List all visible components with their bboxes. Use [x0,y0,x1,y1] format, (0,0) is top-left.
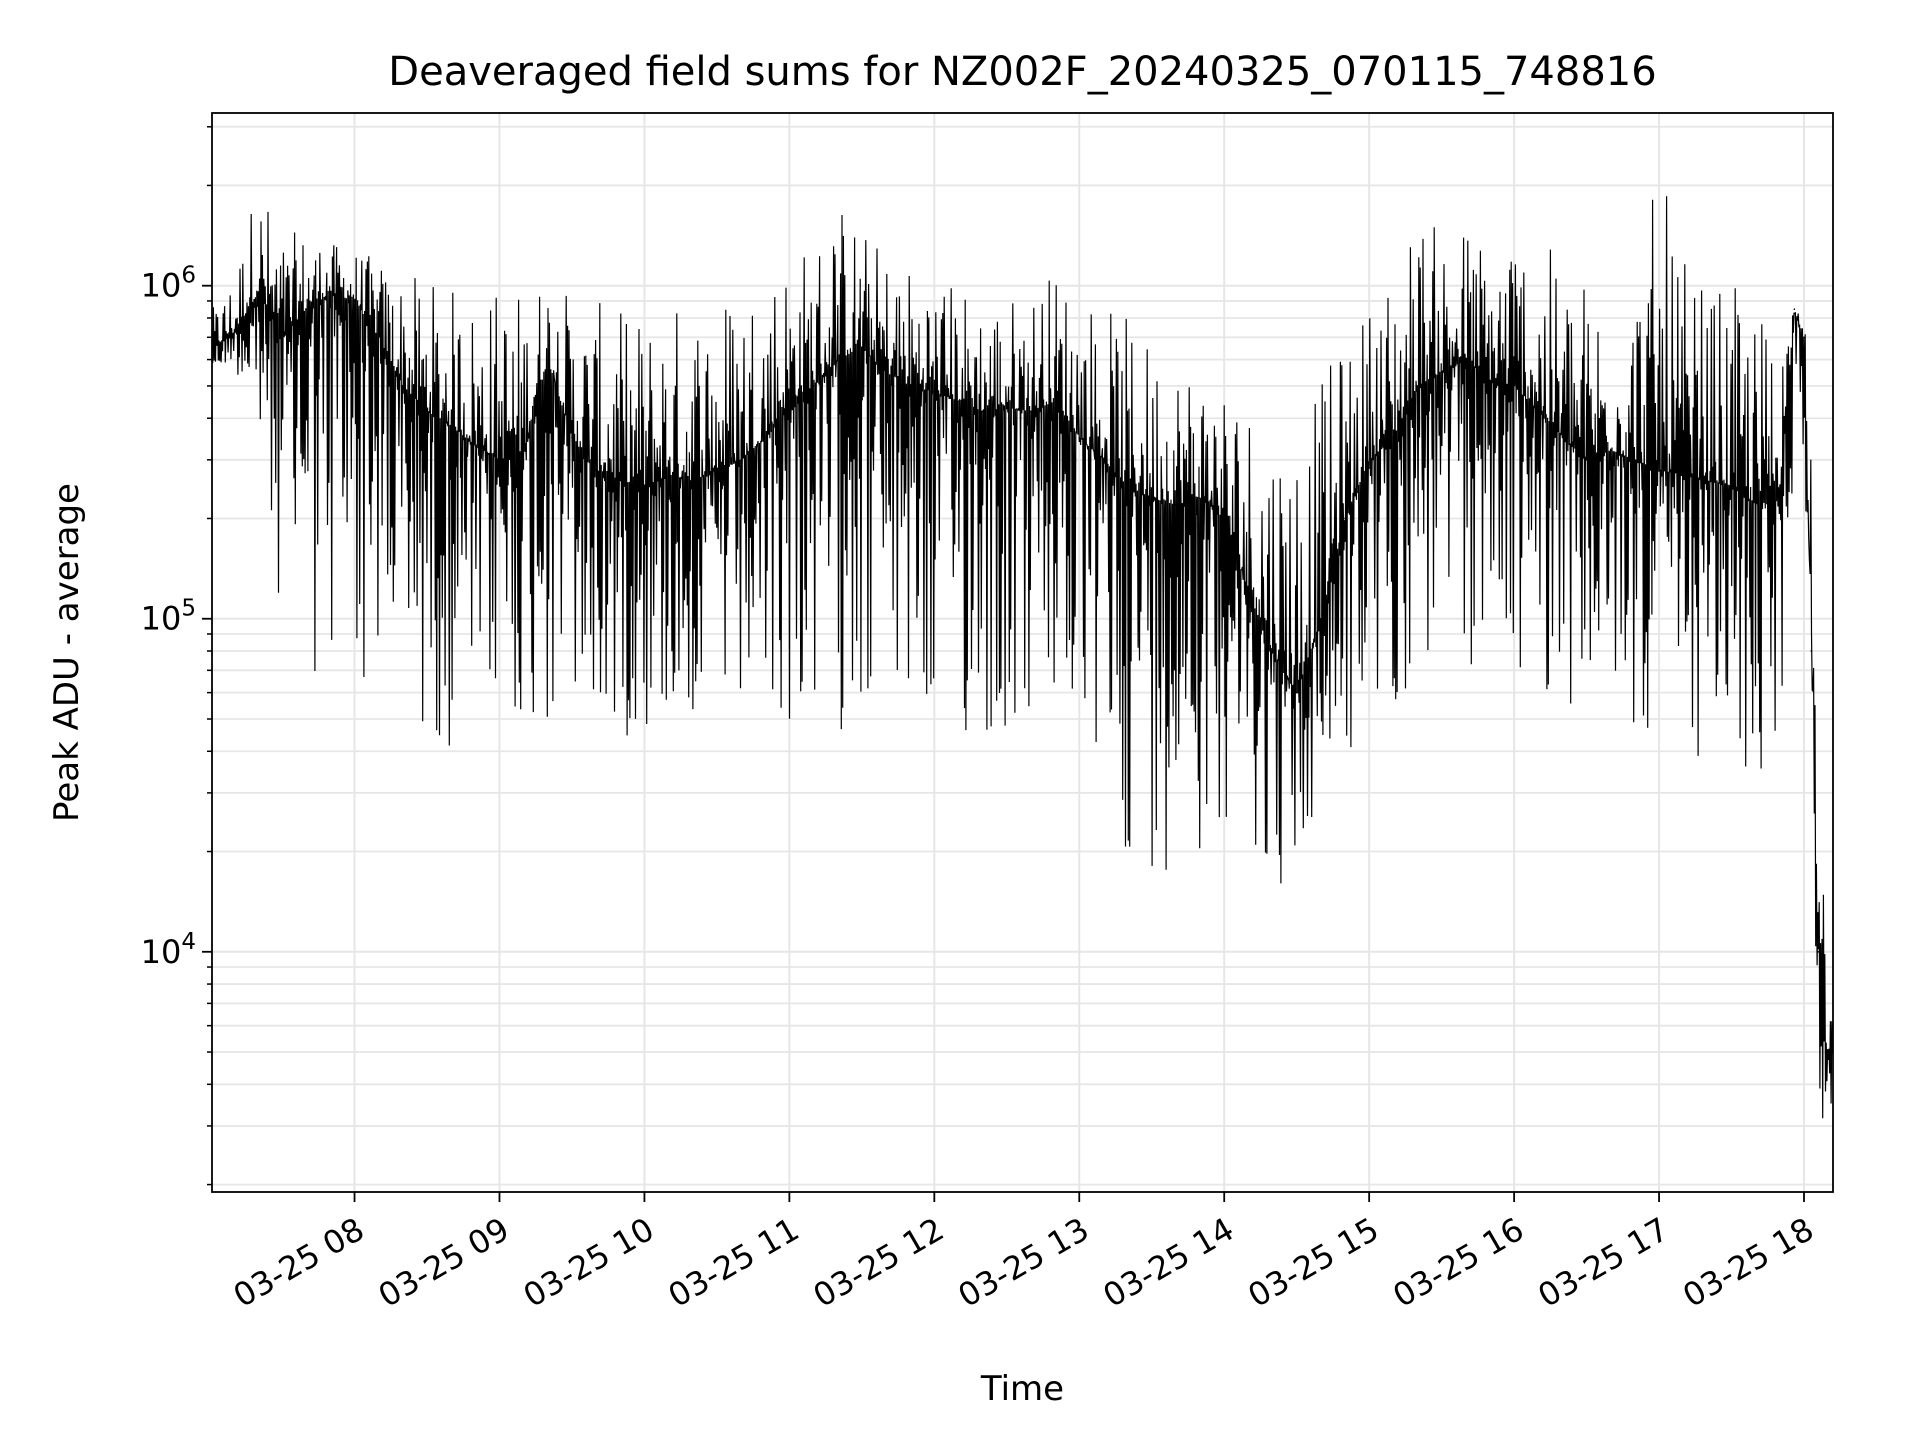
data-point [1537,410,1540,412]
data-point [329,292,332,294]
data-point [377,336,380,339]
y-tick-label: 105 [141,596,196,638]
data-point [643,485,646,488]
data-point [595,469,597,471]
data-point [305,308,308,310]
data-point [1513,385,1515,387]
data-point [1793,308,1796,310]
data-point [1344,517,1346,520]
plot-frame [211,112,1834,1193]
data-point [1561,436,1564,439]
data-point [885,371,887,373]
data-point [788,400,791,402]
data-point [1102,459,1105,461]
data-point [691,479,694,482]
y-tick-label: 106 [141,263,196,305]
data-point [981,410,984,412]
data-point [546,358,549,361]
data-point [1223,517,1226,520]
data-point [450,424,452,427]
data-point [1754,503,1757,506]
data-point [716,469,718,471]
data-point [1440,371,1443,373]
data-point [1005,406,1008,409]
data-point [1320,617,1322,620]
data-point [1779,485,1781,488]
data-point [909,385,911,387]
data-point [1682,474,1685,476]
data-point [1054,400,1056,402]
data-point [1609,449,1612,452]
data-point [1730,485,1733,488]
series-line [211,196,1834,1119]
data-point [1078,436,1081,439]
y-axis-label: Peak ADU - average [47,483,87,822]
data-point [1175,503,1177,506]
data-point [232,332,235,335]
data-point [861,347,863,349]
data-point [1464,358,1467,361]
chart-title: Deaveraged field sums for NZ002F_2024032… [388,49,1656,95]
data-point [1706,479,1709,482]
data-point [957,400,960,402]
data-layer [211,196,1834,1119]
data-point [1803,336,1805,339]
data-point [1150,497,1153,500]
data-point [353,300,356,302]
data-point [1634,459,1636,461]
data-point [933,391,936,393]
data-point [1658,469,1660,471]
data-point [1585,459,1588,461]
y-tick-label: 104 [141,929,196,971]
data-point [764,436,767,439]
data-point [498,459,501,461]
data-point [1368,459,1370,461]
data-point [1416,385,1419,387]
data-point [1030,410,1032,412]
data-point [1199,497,1201,500]
data-point [836,358,839,361]
data-point [1810,650,1813,652]
data-point [1126,485,1129,488]
data-point [1817,950,1820,953]
data-point [740,459,742,461]
data-point [667,474,670,476]
data-point [1824,1066,1827,1069]
data-point [1271,650,1274,652]
data-point [571,436,573,439]
data-point [281,336,283,339]
data-point [426,410,428,412]
data-point [474,445,477,447]
data-point [402,385,404,387]
data-point [1489,379,1491,382]
data-point [1247,591,1250,594]
data-point [1295,691,1298,694]
x-axis-label: Time [980,1369,1064,1409]
data-point [1392,436,1395,439]
data-point [812,385,815,387]
data-point [522,449,525,452]
data-point [619,479,622,482]
data-point [257,292,259,294]
